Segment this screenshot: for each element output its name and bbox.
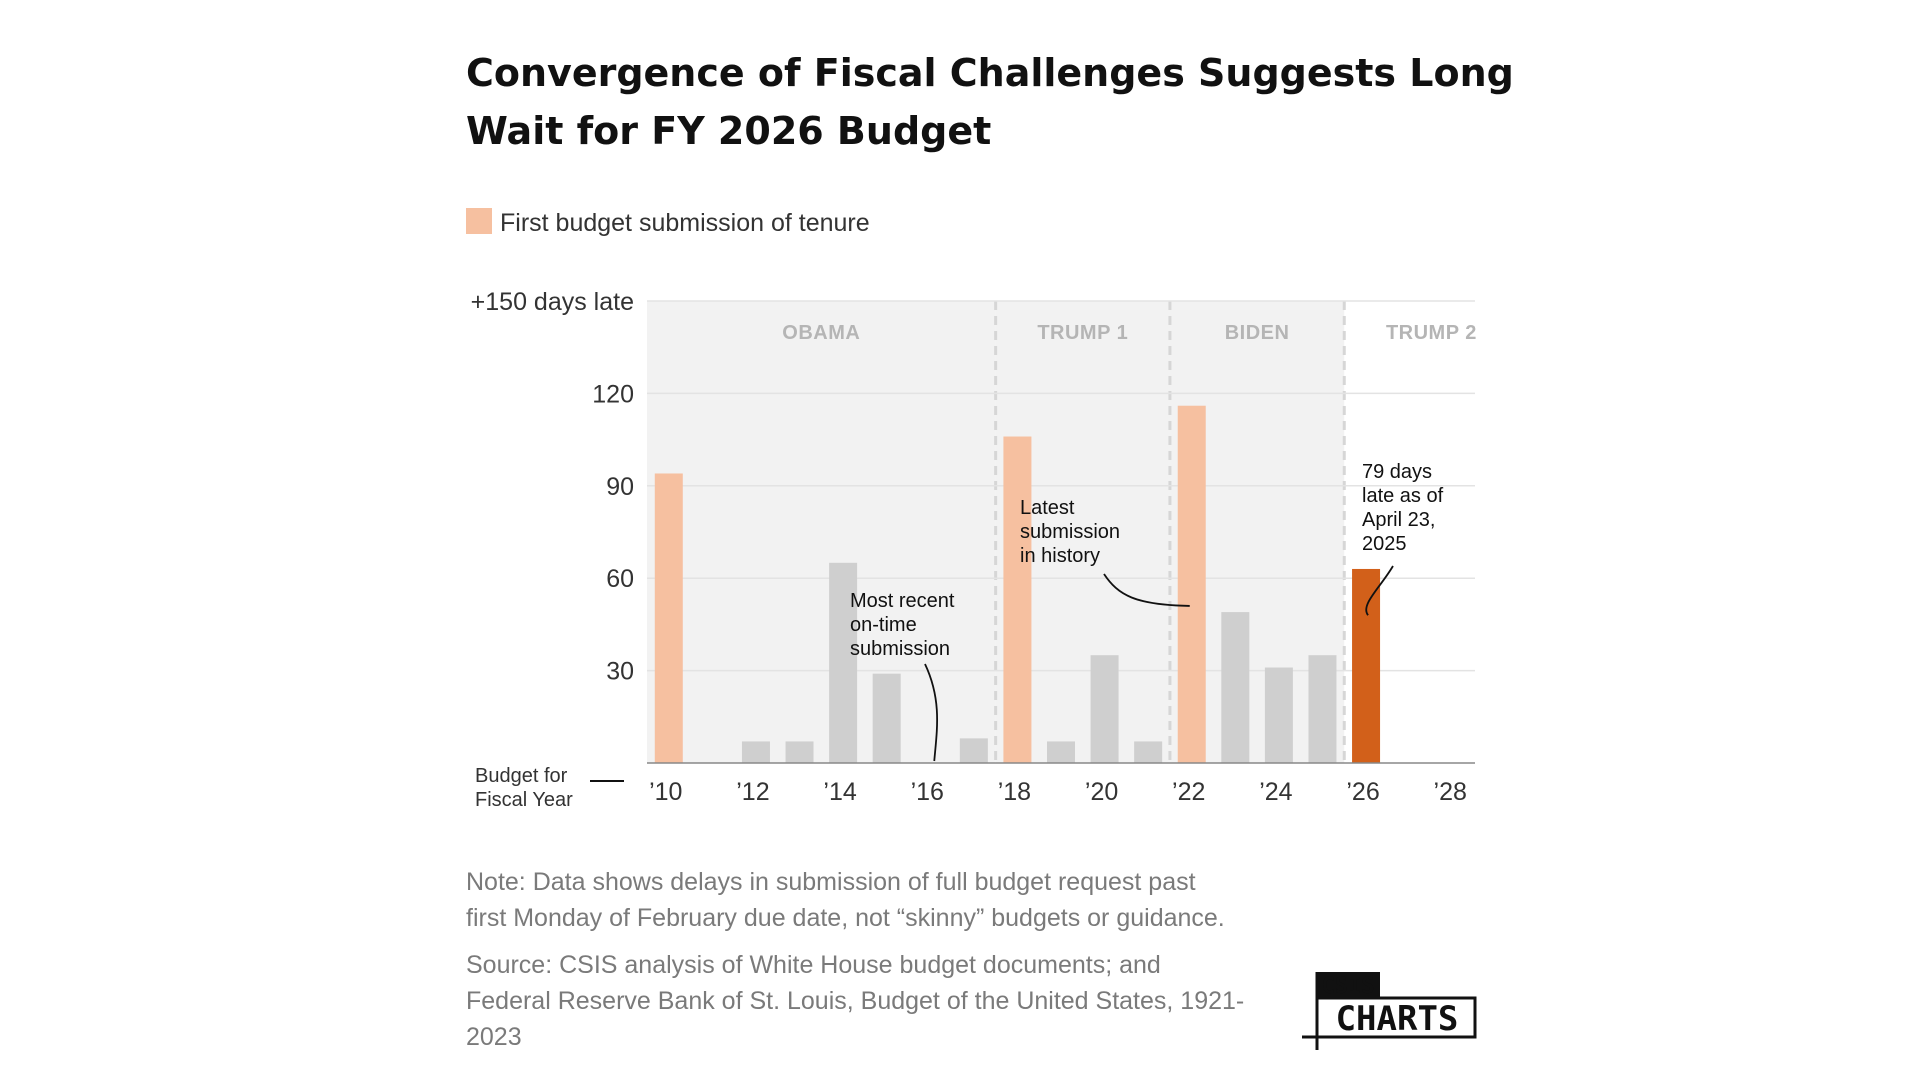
bar-fy-2019	[1047, 741, 1075, 763]
annotation-latest-line-1: submission	[1020, 521, 1120, 543]
bar-fy-2017	[959, 738, 988, 763]
bar-fy-2021	[1134, 741, 1163, 763]
x-axis-caption-line-0: Budget for	[475, 765, 568, 787]
bar-fy-2012	[741, 741, 770, 763]
x-tick-label-2010: ’10	[649, 778, 682, 806]
annotation-latest-leader	[1103, 573, 1190, 607]
x-tick-label-2018: ’18	[998, 778, 1031, 806]
annotation-latest-line-0: Latest	[1020, 497, 1075, 519]
annotation-current-line-2: April 23,	[1362, 509, 1435, 531]
x-tick-label-2028: ’28	[1434, 778, 1467, 806]
annotation-ontime-line-0: Most recent	[850, 590, 955, 612]
annotation-ontime-leader	[924, 663, 939, 762]
logo-top-text: CSIS	[1322, 974, 1375, 999]
era-label-trump-2: TRUMP 2	[1386, 322, 1477, 344]
source-line-0: Source: CSIS analysis of White House bud…	[466, 951, 1161, 979]
era-label-obama: OBAMA	[782, 322, 860, 344]
legend-swatch	[466, 208, 492, 234]
era-background-obama	[647, 301, 996, 763]
bar-fy-2020	[1090, 655, 1119, 763]
logo-top-block	[1317, 972, 1380, 998]
note-line-0: Note: Data shows delays in submission of…	[466, 868, 1196, 896]
bar-fy-2018	[1003, 436, 1032, 763]
bar-fy-2024	[1264, 667, 1293, 763]
source-line-2: 2023	[466, 1023, 522, 1051]
x-tick-label-2024: ’24	[1259, 778, 1292, 806]
y-tick-label-90: 90	[606, 473, 634, 501]
annotation-ontime-line-2: submission	[850, 638, 950, 660]
chart-title-line-1: Wait for FY 2026 Budget	[466, 109, 991, 153]
legend-label: First budget submission of tenure	[500, 209, 870, 237]
x-tick-label-2014: ’14	[823, 778, 856, 806]
annotation-latest-line-2: in history	[1020, 545, 1100, 567]
x-tick-label-2022: ’22	[1172, 778, 1205, 806]
annotation-current-line-3: 2025	[1362, 533, 1407, 555]
annotation-ontime-line-1: on-time	[850, 614, 917, 636]
bar-fy-2013	[785, 741, 814, 763]
source-line-1: Federal Reserve Bank of St. Louis, Budge…	[466, 987, 1244, 1015]
bar-fy-2023	[1221, 612, 1250, 763]
y-tick-label-120: 120	[592, 380, 634, 408]
logo-frame	[1317, 996, 1477, 1039]
bar-fy-2014	[829, 562, 858, 763]
x-axis-caption-line-1: Fiscal Year	[475, 789, 573, 811]
era-label-trump-1: TRUMP 1	[1037, 322, 1128, 344]
y-axis-max-label: +150 days late	[471, 288, 634, 316]
bar-fy-2026	[1352, 568, 1381, 763]
x-tick-label-2020: ’20	[1085, 778, 1118, 806]
chart-title-line-0: Convergence of Fiscal Challenges Suggest…	[466, 51, 1514, 95]
y-tick-label-30: 30	[606, 658, 634, 686]
x-tick-label-2016: ’16	[911, 778, 944, 806]
y-tick-label-60: 60	[606, 565, 634, 593]
era-label-biden: BIDEN	[1225, 322, 1290, 344]
annotation-current-line-0: 79 days	[1362, 461, 1432, 483]
x-tick-label-2026: ’26	[1346, 778, 1379, 806]
bar-fy-2015	[872, 673, 901, 763]
note-line-1: first Monday of February due date, not “…	[466, 904, 1225, 932]
bar-fy-2022	[1177, 405, 1206, 763]
logo-bottom-text: CHARTS	[1336, 999, 1459, 1039]
x-tick-label-2012: ’12	[736, 778, 769, 806]
annotation-current-line-1: late as of	[1362, 485, 1444, 507]
annotation-current-leader	[1365, 565, 1394, 616]
bar-fy-2025	[1308, 655, 1337, 763]
bar-fy-2010	[654, 473, 683, 763]
